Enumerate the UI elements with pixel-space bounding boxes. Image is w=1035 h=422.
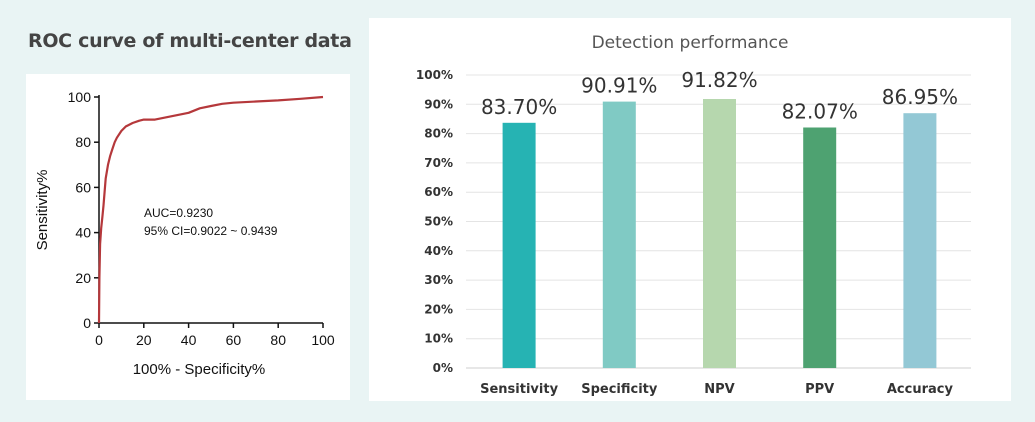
bar-y-tick-label: 100% [416, 68, 453, 82]
bar-chart: Detection performance 0% 10% 20% 30% 40% 50% 60… [416, 33, 971, 397]
bar-y-tick-label: 70% [424, 156, 453, 170]
bar-value-label: 83.70% [481, 95, 557, 119]
bar-npv [703, 99, 736, 368]
bar-category-label: Sensitivity [480, 382, 558, 397]
bar-y-tick-label: 50% [424, 215, 453, 229]
bar-specificity [602, 101, 636, 368]
roc-x-tick-label: 100 [311, 332, 335, 348]
roc-x-tick-label: 40 [181, 332, 197, 348]
roc-x-axis-label: 100% - Specificity% [133, 361, 266, 378]
roc-chart-panel: 0 20 40 60 80 100 0 20 40 60 80 100 100% - Specifici… [26, 74, 350, 400]
roc-y-tick-label: 0 [83, 315, 91, 331]
roc-x-tick-label: 60 [226, 332, 242, 348]
bar-value-label: 90.91% [581, 74, 657, 98]
roc-x-tick-label: 80 [270, 332, 286, 348]
roc-y-tick-label: 100 [68, 89, 92, 105]
bar-y-tick-label: 20% [424, 302, 453, 316]
bar-category-label: Specificity [581, 382, 658, 397]
bar-y-tick-label: 40% [424, 244, 453, 258]
bar-value-label: 86.95% [882, 85, 958, 109]
bar-value-label: 91.82% [681, 68, 757, 92]
bar-y-tick-label: 30% [424, 273, 453, 287]
bar-y-tick-label: 0% [433, 361, 453, 375]
roc-chart-title: ROC curve of multi-center data [28, 30, 352, 52]
roc-y-tick-label: 20 [75, 270, 91, 286]
bar-y-tick-label: 80% [424, 127, 453, 141]
roc-y-tick-label: 80 [75, 134, 91, 150]
roc-auc-annotation: AUC=0.9230 [144, 206, 213, 220]
roc-y-axis-label: Sensitivity% [34, 170, 51, 251]
bar-category-label: Accuracy [887, 382, 954, 397]
bar-y-tick-label: 10% [424, 332, 453, 346]
bar-value-label: 82.07% [782, 100, 858, 124]
bar-category-label: PPV [805, 382, 834, 397]
roc-y-tick-label: 40 [75, 225, 91, 241]
bar-chart-title: Detection performance [592, 33, 789, 53]
bar-chart-panel: Detection performance 0% 10% 20% 30% 40% 50% 60… [369, 18, 1011, 401]
bar-accuracy [903, 113, 937, 368]
roc-y-tick-label: 60 [75, 179, 91, 195]
roc-curve-line [97, 95, 324, 324]
roc-chart: 0 20 40 60 80 100 0 20 40 60 80 100 100% - Specifici… [34, 89, 335, 378]
bar-ppv [803, 127, 837, 368]
roc-ci-annotation: 95% CI=0.9022 ~ 0.9439 [144, 224, 278, 238]
bar-y-tick-label: 60% [424, 185, 453, 199]
bar-sensitivity [502, 122, 536, 368]
roc-x-tick-label: 20 [136, 332, 152, 348]
bar-y-tick-label: 90% [424, 97, 453, 111]
bar-category-label: NPV [704, 382, 734, 397]
roc-x-tick-label: 0 [95, 332, 103, 348]
